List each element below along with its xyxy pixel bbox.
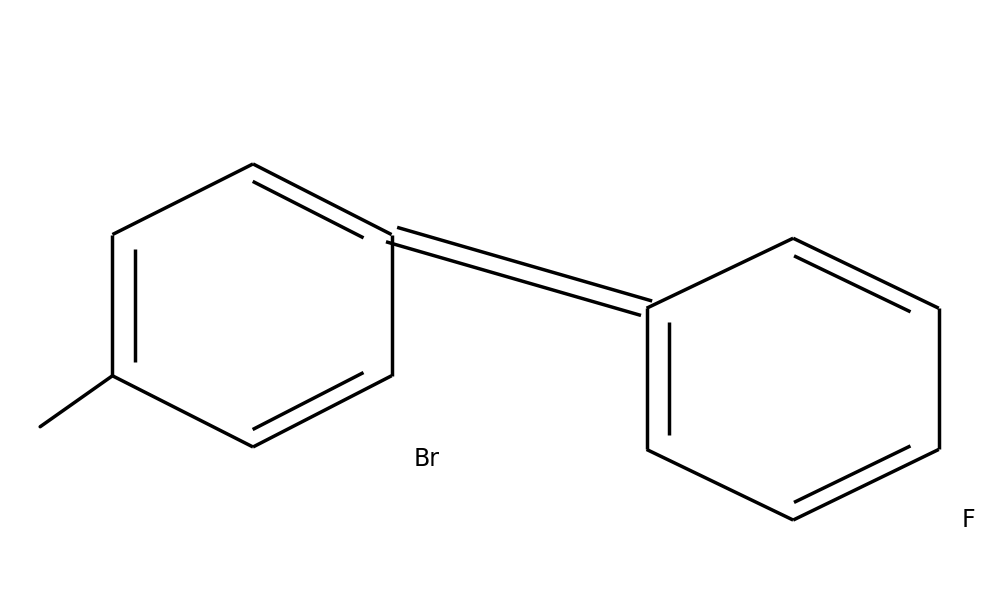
Text: F: F [961, 508, 975, 532]
Text: Br: Br [413, 447, 439, 471]
